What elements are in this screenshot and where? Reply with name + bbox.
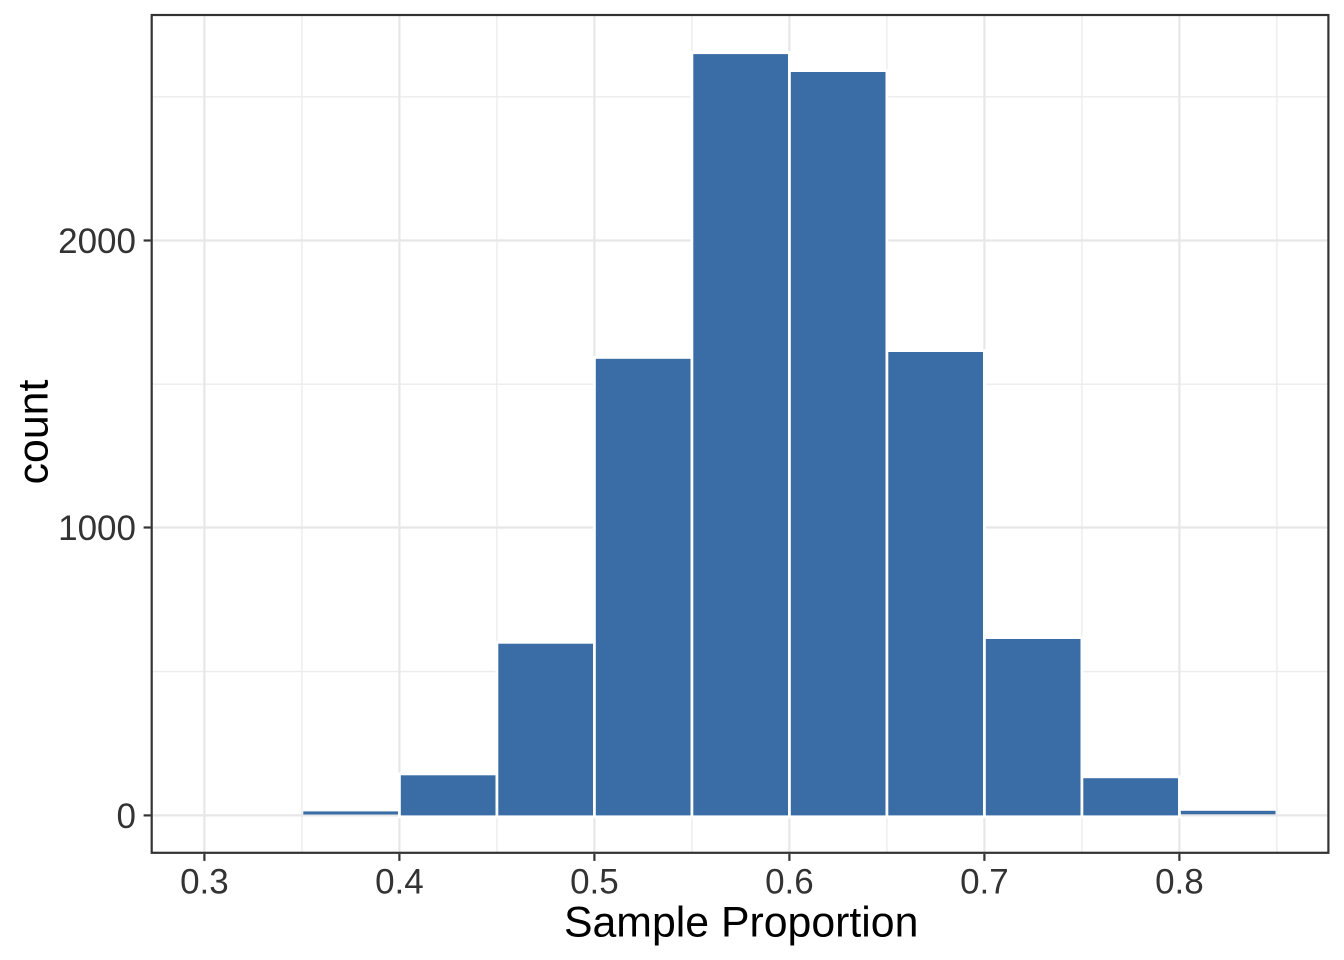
- svg-text:2000: 2000: [58, 222, 136, 261]
- svg-text:count: count: [10, 380, 58, 485]
- svg-text:0.4: 0.4: [375, 862, 424, 901]
- svg-text:0.5: 0.5: [570, 862, 619, 901]
- svg-text:0.6: 0.6: [765, 862, 814, 901]
- svg-text:0.8: 0.8: [1155, 862, 1204, 901]
- svg-text:0.3: 0.3: [180, 862, 229, 901]
- svg-text:0: 0: [117, 797, 136, 836]
- svg-text:0.7: 0.7: [960, 862, 1009, 901]
- svg-text:1000: 1000: [58, 509, 136, 548]
- svg-text:Sample Proportion: Sample Proportion: [564, 899, 918, 947]
